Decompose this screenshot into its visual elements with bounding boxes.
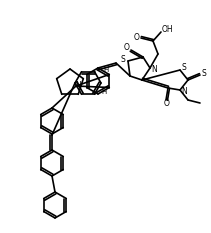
Text: H: H [104, 66, 109, 72]
Text: S: S [182, 64, 186, 72]
Text: H: H [102, 89, 107, 96]
Text: OH: OH [161, 24, 173, 34]
Text: N: N [151, 65, 157, 73]
Text: S: S [121, 55, 125, 65]
Text: S: S [202, 69, 206, 79]
Text: N: N [181, 86, 187, 96]
Text: N: N [75, 82, 81, 90]
Text: O: O [134, 32, 140, 41]
Text: O: O [124, 42, 130, 51]
Text: O: O [164, 99, 170, 109]
